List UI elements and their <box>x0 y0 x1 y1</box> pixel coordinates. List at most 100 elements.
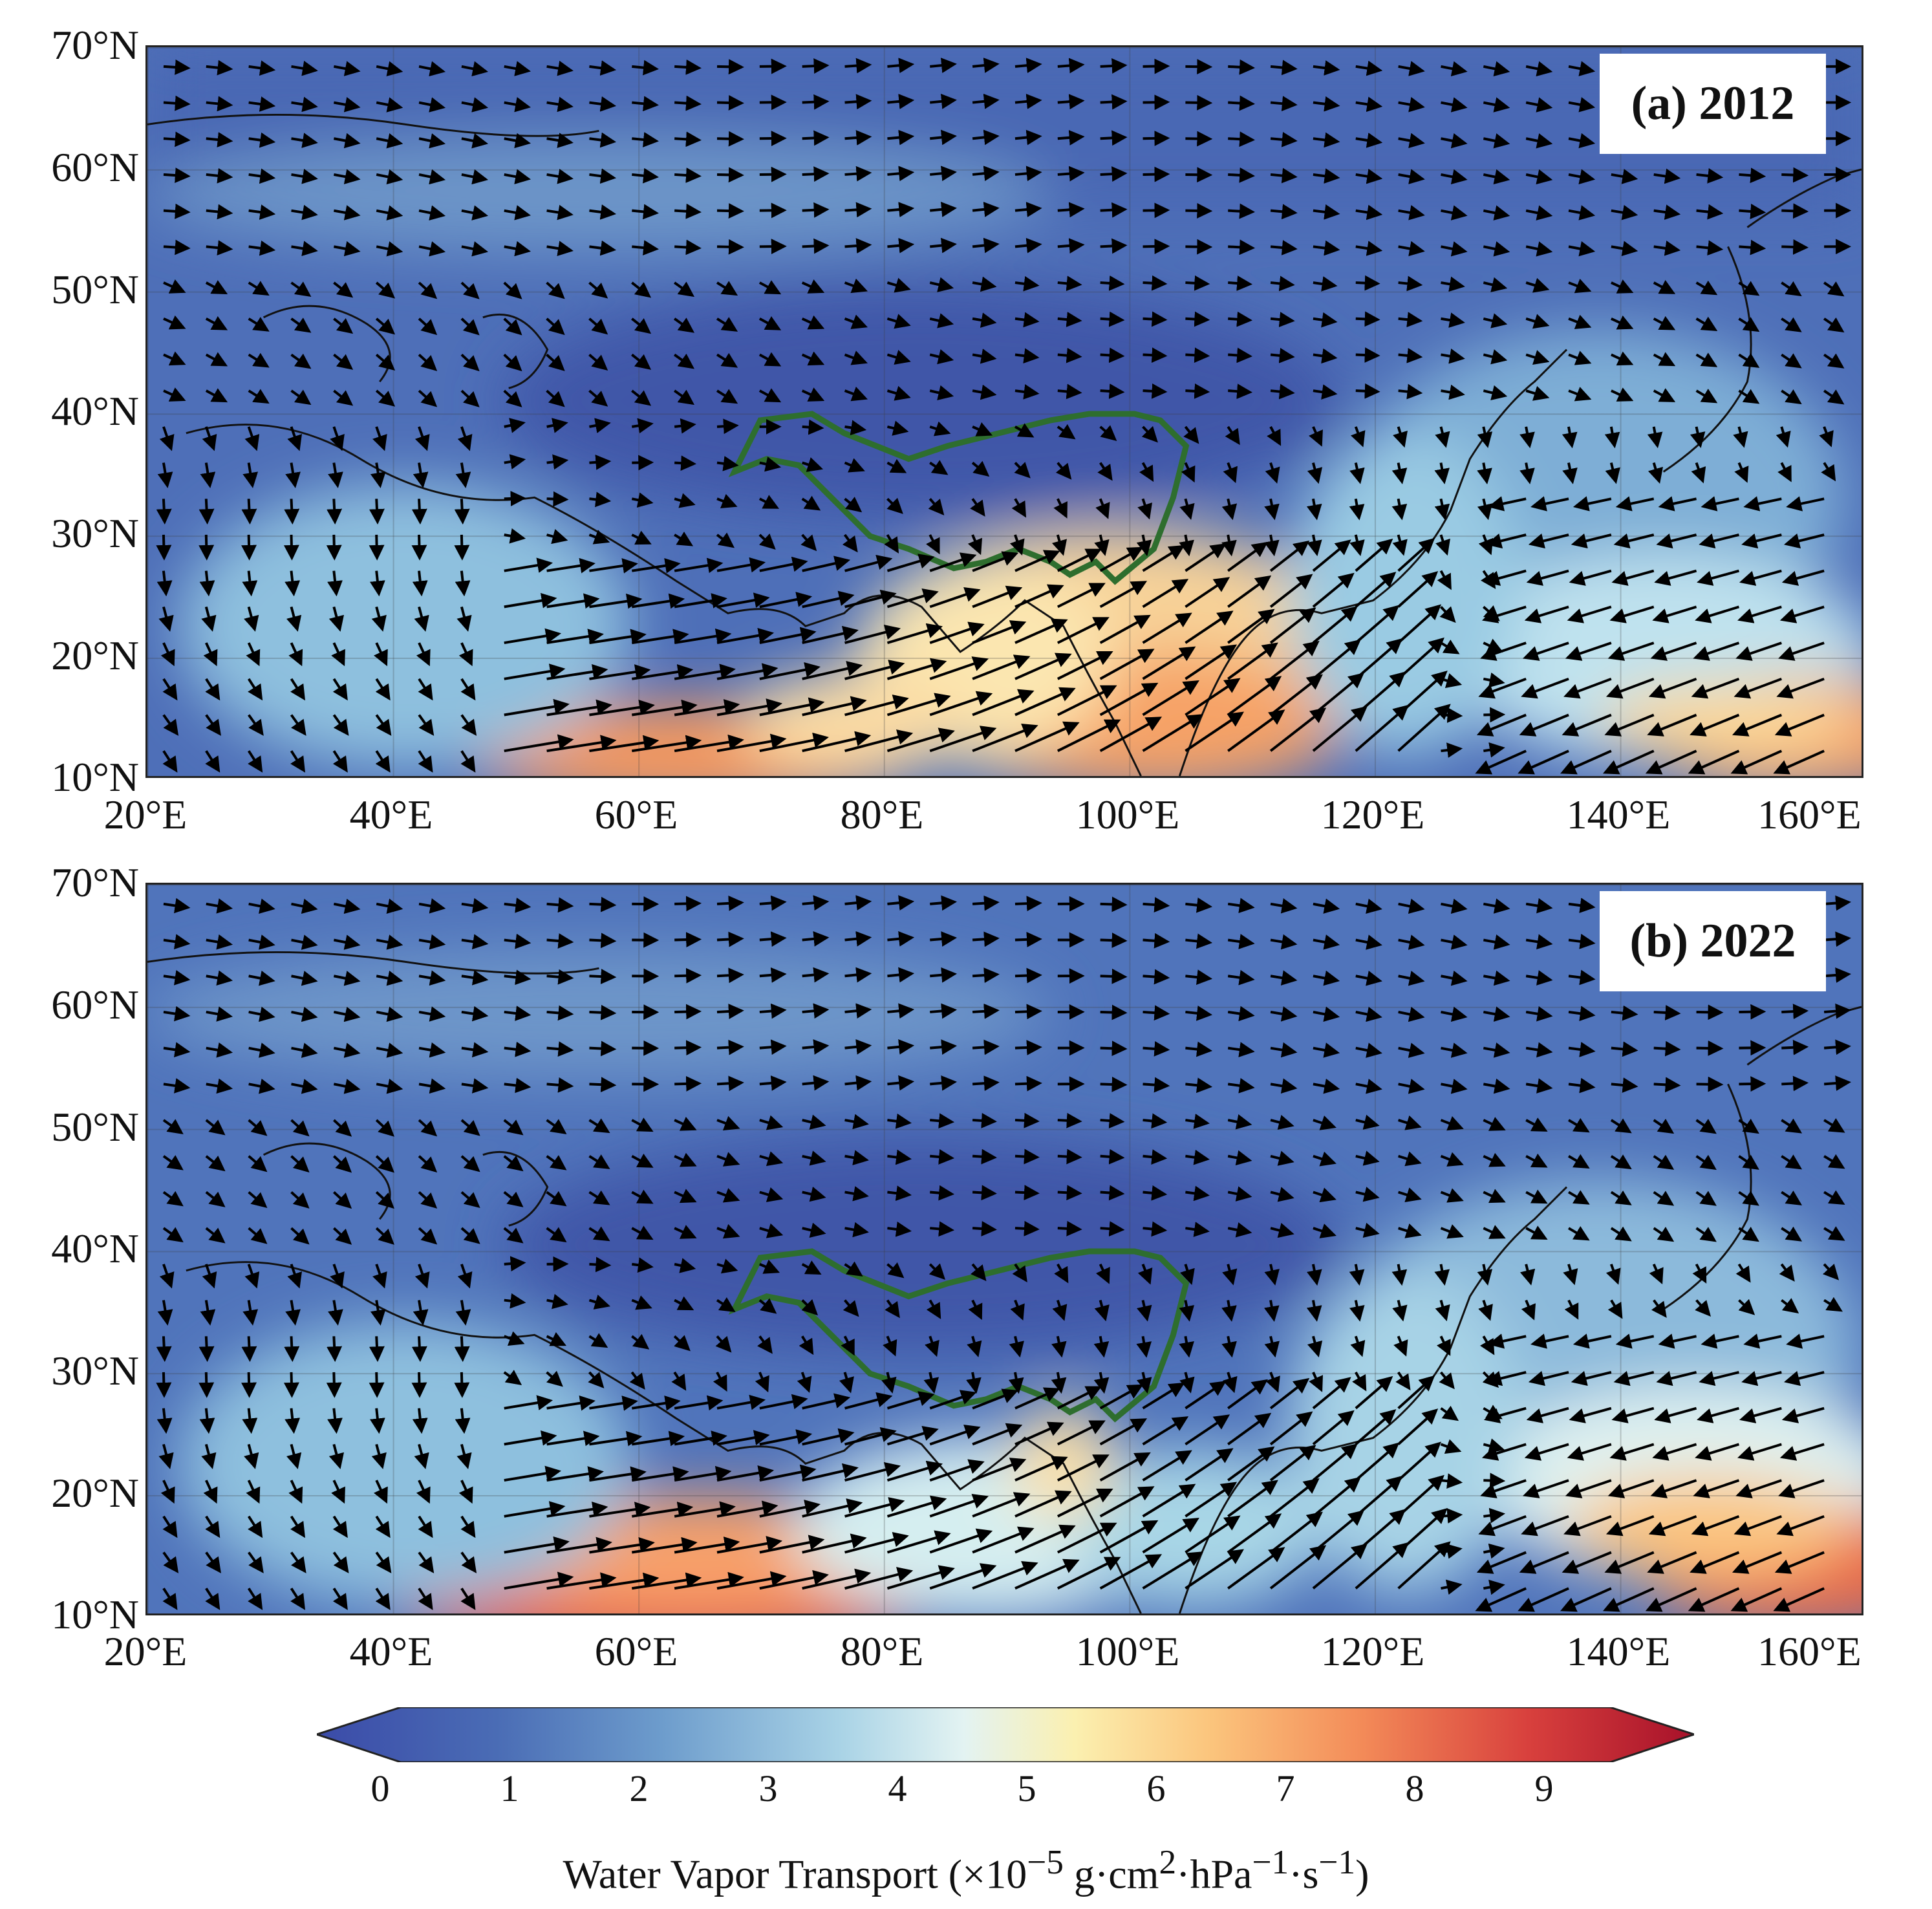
wind-arrow <box>1823 895 1851 911</box>
wind-arrow <box>291 1042 318 1058</box>
wind-arrow <box>376 205 403 221</box>
wind-arrow <box>1355 1187 1380 1202</box>
wind-arrow <box>1057 202 1085 218</box>
wind-arrow <box>201 606 217 632</box>
wind-arrow <box>1010 1299 1025 1321</box>
wind-arrow <box>546 1466 604 1482</box>
wind-arrow <box>546 1370 563 1387</box>
wind-arrow <box>1014 1220 1040 1236</box>
wind-arrow <box>157 1300 173 1326</box>
wind-arrow <box>632 240 659 255</box>
wind-arrow <box>844 1392 893 1410</box>
wind-arrow <box>1100 1113 1125 1128</box>
wind-arrow <box>504 1465 561 1482</box>
wind-arrow <box>631 1189 654 1204</box>
wind-arrow <box>242 1408 258 1434</box>
wind-arrow <box>1611 569 1655 586</box>
wind-arrow <box>972 620 1027 644</box>
wind-arrow <box>205 1155 226 1172</box>
lat-tick: 40°N <box>51 388 139 434</box>
wind-arrow <box>461 1042 489 1058</box>
wind-arrow <box>632 557 681 574</box>
wind-arrow <box>248 389 270 404</box>
wind-arrow <box>206 204 233 220</box>
lat-tick: 20°N <box>51 632 139 678</box>
wind-arrow <box>1398 1079 1425 1094</box>
wind-arrow <box>759 895 787 911</box>
wind-arrow <box>887 895 915 911</box>
wind-arrow <box>546 969 574 985</box>
wind-arrow <box>375 281 396 299</box>
wind-arrow <box>460 750 476 773</box>
wind-arrow <box>546 897 574 913</box>
wind-arrow <box>1435 1300 1450 1322</box>
wind-arrow <box>1695 280 1718 296</box>
wind-arrow <box>1528 1370 1569 1386</box>
wind-arrow <box>1185 1185 1210 1202</box>
wind-arrow <box>1014 1558 1080 1590</box>
wind-arrow <box>1094 534 1110 556</box>
wind-arrow <box>1014 94 1042 109</box>
wind-arrow <box>1269 607 1316 644</box>
wind-arrow <box>1739 239 1766 255</box>
lon-tick: 100°E <box>1075 1628 1180 1674</box>
wind-arrow <box>1653 168 1681 184</box>
wind-arrow <box>333 1042 361 1058</box>
wind-arrow <box>418 1191 438 1209</box>
wind-arrow <box>1269 574 1313 608</box>
wind-arrow <box>1571 533 1612 549</box>
wind-arrow <box>1786 1333 1825 1349</box>
wind-arrow <box>1434 462 1450 484</box>
wind-arrow <box>887 129 915 146</box>
wind-arrow <box>287 426 302 451</box>
wind-arrow <box>330 1264 345 1289</box>
wind-arrow <box>1730 1587 1783 1612</box>
wind-arrow <box>1270 1187 1294 1202</box>
wind-arrow <box>546 629 604 645</box>
wind-arrow <box>504 898 531 913</box>
wind-arrow <box>1611 387 1634 402</box>
wind-arrow <box>1647 426 1663 449</box>
wind-arrow <box>1441 1042 1468 1058</box>
wind-arrow <box>1095 498 1110 519</box>
wind-arrow <box>1267 426 1282 446</box>
wind-arrow <box>248 1155 268 1172</box>
wind-arrow <box>1057 1489 1113 1518</box>
wind-arrow <box>1143 969 1170 985</box>
wind-arrow <box>503 1155 524 1172</box>
wind-arrow <box>418 1119 438 1137</box>
wind-arrow <box>1695 1191 1717 1206</box>
wind-arrow <box>1696 1004 1724 1020</box>
wind-arrow <box>802 1114 826 1130</box>
wind-arrow <box>1441 1473 1463 1489</box>
wind-arrow <box>202 1264 217 1289</box>
wind-arrow <box>674 1465 732 1482</box>
wind-arrow <box>1478 677 1527 699</box>
wind-arrow <box>972 384 997 400</box>
wind-arrow <box>1099 1554 1163 1590</box>
wind-arrow <box>375 318 396 335</box>
wind-arrow <box>411 499 427 525</box>
wind-arrow <box>333 169 361 184</box>
wind-arrow <box>460 1155 480 1172</box>
wind-arrow <box>1057 1112 1082 1128</box>
wind-arrow <box>886 728 955 753</box>
wind-arrow <box>1228 311 1253 327</box>
colorbar <box>317 1707 1694 1762</box>
wind-arrow <box>1697 569 1739 586</box>
wind-arrow <box>1313 312 1338 328</box>
wind-arrow <box>1398 1223 1422 1238</box>
wind-arrow <box>1475 750 1527 775</box>
wind-arrow <box>418 169 446 185</box>
wind-arrow <box>206 132 233 147</box>
wind-arrow <box>1185 347 1210 363</box>
wind-arrow <box>332 678 348 701</box>
wind-arrow <box>1179 1264 1195 1286</box>
wind-arrow <box>674 1225 697 1239</box>
wind-arrow <box>1227 1379 1268 1410</box>
wind-arrow <box>291 60 318 76</box>
wind-arrow <box>1695 1299 1711 1317</box>
wind-arrow <box>205 714 221 736</box>
lon-tick: 20°E <box>103 792 188 837</box>
wind-arrow <box>1355 971 1382 986</box>
